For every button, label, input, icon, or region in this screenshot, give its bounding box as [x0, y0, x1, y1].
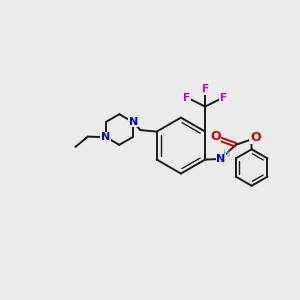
- Text: H: H: [223, 149, 231, 159]
- Text: N: N: [128, 117, 138, 127]
- Text: F: F: [220, 93, 227, 103]
- Text: O: O: [210, 130, 221, 143]
- Text: N: N: [101, 133, 110, 142]
- Text: O: O: [250, 131, 260, 144]
- Text: F: F: [183, 93, 190, 103]
- Text: F: F: [202, 85, 209, 94]
- Text: N: N: [216, 154, 225, 164]
